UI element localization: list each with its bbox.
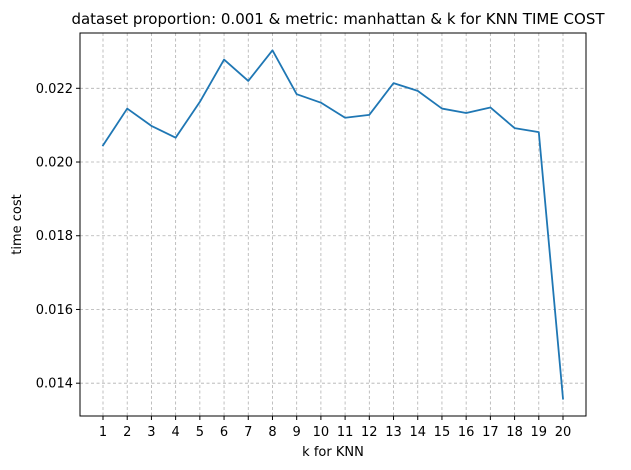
y-tick-label: 0.016 — [36, 303, 73, 318]
x-tick-label: 7 — [244, 425, 252, 440]
x-tick-label: 19 — [531, 425, 548, 440]
y-tick-label: 0.018 — [36, 229, 73, 244]
x-tick-label: 10 — [313, 425, 330, 440]
series-line — [101, 49, 564, 400]
y-tick-label: 0.022 — [36, 82, 73, 97]
y-tick-label: 0.014 — [36, 377, 73, 392]
x-tick-label: 3 — [147, 425, 155, 440]
series-lines — [101, 49, 564, 400]
x-tick-label: 18 — [506, 425, 523, 440]
x-tick-label: 9 — [293, 425, 301, 440]
x-tick-label: 14 — [409, 425, 426, 440]
x-axis-title: k for KNN — [302, 445, 364, 460]
x-tick-label: 6 — [220, 425, 228, 440]
grid-lines — [80, 33, 586, 416]
x-tick-label: 4 — [171, 425, 179, 440]
y-axis: 0.014 0.016 0.018 0.020 0.022 — [36, 82, 80, 392]
x-tick-label: 20 — [555, 425, 572, 440]
x-tick-label: 8 — [268, 425, 276, 440]
y-tick-label: 0.020 — [36, 156, 73, 171]
x-tick-label: 13 — [385, 425, 402, 440]
x-axis: 1 2 3 4 5 6 7 8 9 10 11 12 13 14 15 16 17 18 19 20 — [99, 416, 571, 440]
x-tick-label: 5 — [196, 425, 204, 440]
x-tick-label: 11 — [337, 425, 354, 440]
x-tick-label: 12 — [361, 425, 378, 440]
x-tick-label: 17 — [482, 425, 499, 440]
plot-frame — [79, 32, 587, 417]
x-tick-label: 2 — [123, 425, 131, 440]
x-tick-label: 1 — [99, 425, 107, 440]
x-tick-label: 16 — [458, 425, 475, 440]
chart-title: dataset proportion: 0.001 & metric: manh… — [71, 10, 605, 28]
x-tick-label: 15 — [434, 425, 451, 440]
y-axis-title: time cost — [10, 194, 25, 254]
